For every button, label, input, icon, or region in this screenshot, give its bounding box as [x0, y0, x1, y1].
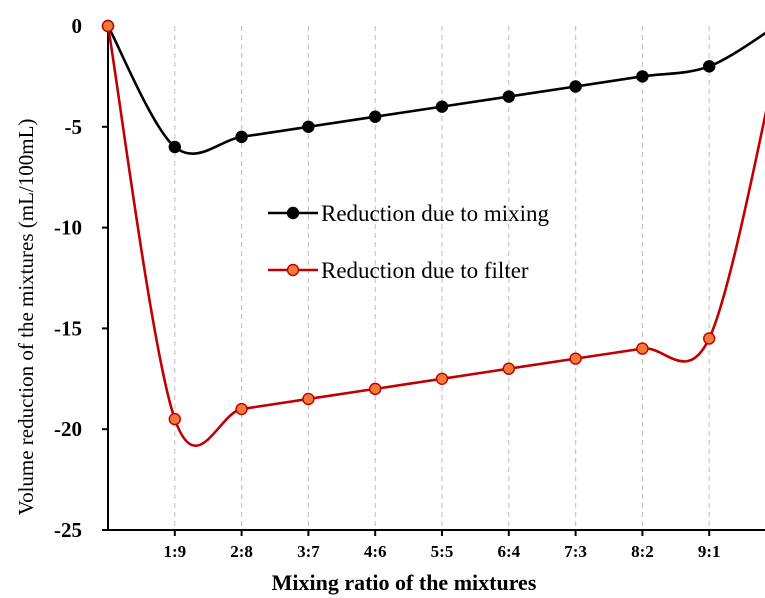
x-tick-label: 3:7: [297, 542, 320, 561]
axes: [102, 22, 765, 536]
series-marker-0: [235, 130, 248, 144]
x-tick-label: 7:3: [564, 542, 587, 561]
series-marker-1: [569, 352, 582, 365]
series-marker-0: [168, 140, 182, 154]
series-marker-1: [235, 402, 248, 416]
y-tick-label: -10: [54, 216, 82, 240]
series-marker-0: [502, 90, 515, 103]
x-tick-label: 4:6: [364, 542, 387, 561]
y-tick-label: -20: [54, 417, 82, 441]
series-marker-1: [435, 372, 449, 385]
series-marker-0: [302, 120, 315, 134]
series-marker-1: [502, 362, 515, 375]
x-tick-label: 8:2: [631, 542, 654, 561]
legend-label-1: Reduction due to filter: [321, 258, 529, 283]
series-marker-1: [101, 19, 115, 33]
x-tick-label: 9:1: [698, 542, 721, 561]
y-tick-label: 0: [72, 14, 83, 38]
series-marker-1: [302, 392, 315, 406]
legend: Reduction due to mixing Reduction due to …: [268, 201, 550, 283]
y-axis-title: Volume reduction of the mixtures (mL/100…: [14, 119, 38, 516]
series-marker-0: [435, 100, 449, 113]
x-axis-title: Mixing ratio of the mixtures: [272, 570, 537, 595]
series-marker-0: [703, 60, 716, 73]
series-line-1: [106, 25, 765, 448]
x-tick-label: 5:5: [431, 542, 454, 561]
x-tick-label: 2:8: [230, 542, 253, 561]
series-line-0: [106, 25, 765, 155]
gridlines: [174, 26, 710, 530]
y-tick-label: -25: [54, 518, 82, 542]
y-tick-label: -15: [54, 316, 82, 340]
series-marker-1: [636, 342, 649, 355]
series-marker-0: [569, 80, 582, 93]
legend-label-0: Reduction due to mixing: [321, 201, 550, 226]
series-marker-1: [168, 412, 182, 426]
tick-labels: 0 -5 -10 -15 -20 -25 1:9 2:8 3:7 4:6 5:5 6:4 7:3 8:2 9…: [54, 14, 721, 561]
series-marker-1: [703, 332, 716, 345]
x-tick-label: 6:4: [497, 542, 520, 561]
legend-marker-0: [286, 206, 300, 220]
series-marker-1: [369, 382, 382, 396]
series-marker-0: [369, 110, 382, 123]
series-markers: [101, 19, 716, 426]
legend-marker-1: [286, 263, 300, 277]
y-tick-label: -5: [65, 115, 83, 139]
x-tick-label: 1:9: [163, 542, 186, 561]
series-lines: [106, 25, 765, 448]
series-marker-0: [636, 70, 649, 83]
